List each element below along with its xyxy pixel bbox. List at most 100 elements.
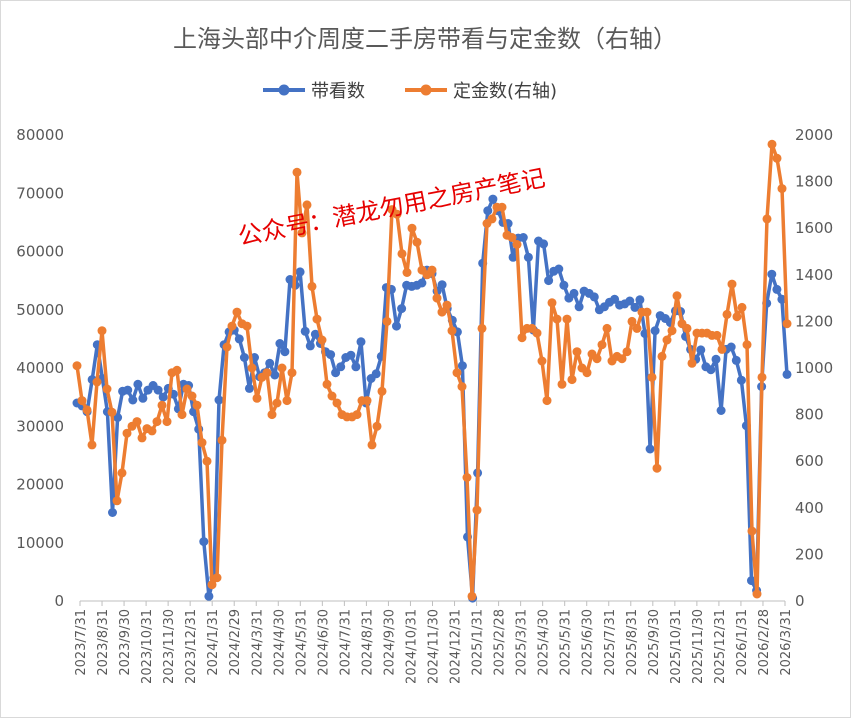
data-point [518, 233, 528, 242]
data-point [199, 537, 209, 547]
y-left-tick-label: 50000 [16, 301, 64, 319]
data-point [777, 184, 787, 194]
data-point [232, 307, 242, 317]
data-point [559, 280, 569, 290]
data-point [627, 316, 637, 326]
x-tick-label: 2024/7/31 [338, 609, 353, 676]
data-point [483, 206, 493, 216]
data-point [197, 438, 207, 448]
legend-marker-deposits [420, 84, 432, 96]
data-point [157, 400, 167, 410]
data-point [108, 508, 117, 517]
data-point [282, 396, 292, 406]
data-point [202, 456, 212, 466]
y-left-tick-label: 30000 [16, 417, 64, 435]
data-point [158, 392, 168, 402]
data-point [392, 321, 401, 331]
data-point [138, 393, 148, 403]
x-tick-label: 2026/1/31 [735, 609, 750, 676]
x-tick-label: 2024/10/31 [404, 609, 419, 684]
data-point [467, 591, 477, 601]
y-left-tick-label: 60000 [16, 243, 64, 261]
data-point [97, 326, 107, 336]
data-point [552, 314, 562, 324]
data-point [147, 426, 157, 436]
data-point [572, 347, 582, 357]
data-point [371, 369, 381, 379]
data-point [726, 342, 736, 352]
data-point [287, 368, 297, 378]
y-right-tick-label: 1600 [795, 219, 833, 237]
data-point [107, 407, 117, 417]
data-point [772, 284, 782, 294]
data-point [331, 368, 341, 378]
y-left-tick-label: 10000 [16, 534, 64, 552]
y-left-tick-label: 70000 [16, 184, 64, 202]
x-tick-label: 2024/3/31 [250, 609, 265, 676]
data-point [280, 347, 290, 357]
x-tick-label: 2023/8/31 [96, 609, 111, 676]
data-point [312, 314, 322, 324]
data-point [214, 395, 224, 405]
data-point [706, 365, 716, 375]
data-point [204, 591, 214, 601]
data-point [295, 267, 305, 277]
data-point [630, 302, 640, 312]
y-left-tick-label: 40000 [16, 359, 64, 377]
data-point [642, 307, 652, 317]
x-tick-label: 2025/10/31 [669, 609, 684, 684]
data-point [622, 347, 632, 357]
data-point [192, 400, 202, 410]
data-point [252, 393, 262, 403]
x-tick-label: 2024/6/30 [316, 609, 331, 676]
data-point [716, 406, 726, 415]
data-point [462, 473, 472, 482]
data-point [102, 384, 112, 394]
data-point [457, 361, 467, 371]
legend-label-deposits: 定金数(右轴) [453, 81, 557, 102]
y-right-tick-label: 800 [795, 406, 824, 424]
data-point [635, 295, 645, 305]
data-point [437, 280, 447, 290]
data-point [402, 268, 412, 277]
data-point [472, 505, 482, 515]
data-point [767, 139, 777, 149]
data-point [128, 395, 138, 405]
data-point [300, 326, 310, 336]
x-tick-label: 2023/11/30 [162, 609, 177, 684]
data-point [717, 344, 727, 354]
data-point [265, 358, 275, 368]
data-point [133, 379, 143, 389]
data-point [772, 153, 782, 163]
data-point [532, 328, 542, 338]
data-point [82, 405, 92, 415]
axes: 0100002000030000400005000060000700008000… [16, 126, 833, 684]
data-point [132, 417, 142, 427]
data-point [632, 323, 642, 333]
data-point [222, 342, 232, 352]
data-point [542, 396, 552, 406]
data-point [72, 361, 82, 371]
x-tick-label: 2024/12/31 [449, 609, 464, 684]
data-point [262, 368, 272, 378]
x-tick-label: 2025/12/31 [713, 609, 728, 684]
data-point [412, 237, 422, 247]
data-point [377, 386, 387, 396]
data-point [487, 214, 497, 224]
data-point [182, 384, 192, 394]
data-point [657, 351, 667, 361]
y-right-tick-label: 1200 [795, 312, 833, 330]
data-point [327, 391, 337, 401]
x-tick-label: 2023/9/30 [118, 609, 133, 676]
data-point [207, 580, 217, 590]
data-point [153, 385, 163, 395]
data-point [372, 421, 382, 431]
data-point [427, 265, 437, 275]
x-tick-label: 2024/11/30 [427, 609, 442, 684]
data-point [722, 309, 732, 319]
data-point [272, 398, 282, 408]
data-point [352, 410, 362, 420]
